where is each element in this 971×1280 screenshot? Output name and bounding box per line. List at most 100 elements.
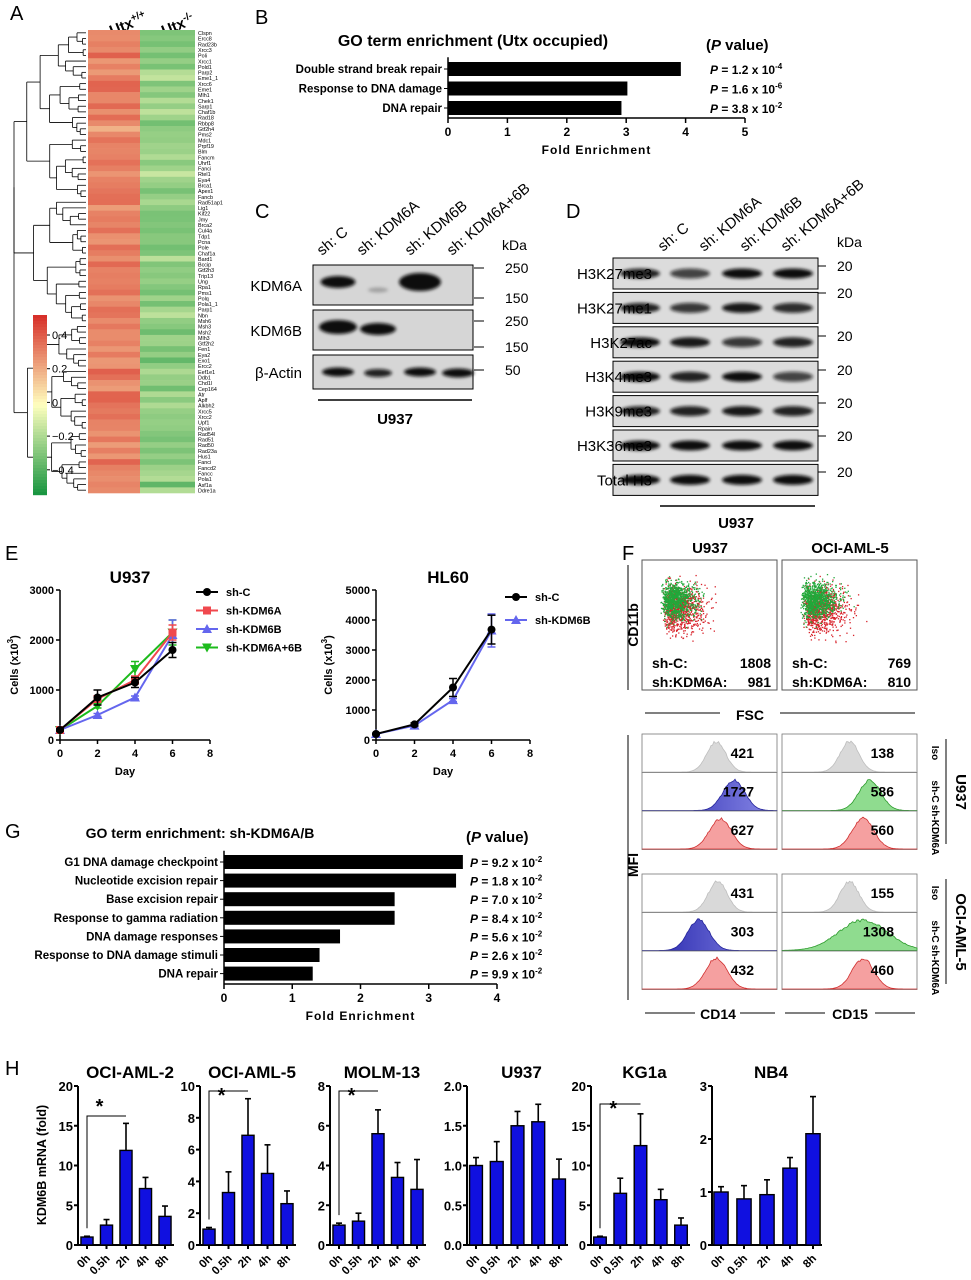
dot-red [815,623,818,626]
dot-green [680,610,682,612]
y-tick-label: 3 [700,1079,707,1094]
heatmap-cell [140,295,195,302]
dot-green [683,587,686,590]
dot-green [821,580,824,582]
heatmap-cell [88,351,140,358]
dot-green [816,597,818,599]
dot-green [682,597,684,599]
dot-red [810,621,812,624]
y-axis-label: Cells (x103) [320,635,335,695]
dot-green [669,616,671,618]
dot-red [685,622,687,624]
dot-green [661,607,663,610]
dot-red [850,597,852,600]
dot-red [824,639,827,641]
blot-band [722,406,762,417]
dot-red [683,606,685,608]
dot-green [665,581,668,583]
dot-green [823,605,825,608]
dot-red [701,608,704,611]
dot-green [815,614,817,616]
kda-label: 150 [505,290,529,306]
dot-green [827,599,830,601]
dot-green [695,600,697,603]
panel-label-B: B [255,7,268,29]
dot-green [674,594,677,596]
dot-red [694,620,697,622]
dot-green [812,589,814,591]
dot-green [662,604,665,607]
gene-label: Fanci [198,460,211,466]
dot-green [676,596,679,598]
bar [138,1187,153,1246]
dot-green [685,593,688,595]
dot-red [691,614,693,616]
bar [736,1198,752,1246]
dot-green [666,607,669,610]
dot-green [808,589,810,592]
x-tick-label: 2 [357,991,364,1005]
dot-green [665,593,668,596]
heatmap-cell [140,154,195,161]
dot-red [835,640,837,642]
colorbar-step [33,477,47,481]
dot-legend-label: sh:KDM6A: [792,674,867,690]
dot-green [666,588,668,590]
dot-red [667,577,669,579]
heatmap-cell [140,97,195,104]
dot-green [698,606,701,608]
dot-red [675,629,678,631]
dot-red [805,585,808,587]
heatmap-cell [140,210,195,217]
dot-green [808,607,811,609]
significance-star: * [96,1096,104,1118]
blot-band [773,406,813,417]
dot-red [688,616,690,618]
dot-green [830,594,832,597]
dot-red [673,625,675,628]
dot-green [686,594,688,596]
dot-red [687,587,689,590]
dot-green [853,606,855,608]
dot-green [806,589,809,591]
dot-green [817,583,819,585]
gene-label: Upf1 [198,421,209,427]
dot-red [684,610,686,612]
dot-red [808,623,810,625]
dot-red [805,603,807,605]
dot-red [676,623,678,625]
dot-green [671,606,673,609]
dot-green [821,592,823,594]
dot-red [840,611,842,613]
colorbar-step [33,411,47,415]
gene-label: Msh3 [198,325,211,331]
dot-green [674,597,677,599]
x-tick-label: 4 [132,748,139,760]
dot-red [835,608,837,610]
blot-band [399,273,441,291]
heatmap-cell [140,255,195,262]
dot-red [686,600,688,602]
heatmap-cell [88,193,140,200]
dot-green [682,613,684,616]
gene-label: Jmy [198,217,208,223]
dot-green [833,607,835,609]
dot-green [809,616,811,619]
dot-red [690,632,693,634]
heatmap-cell [140,63,195,70]
dot-green [680,597,682,599]
dot-red [673,617,675,619]
blot-band [670,440,710,451]
dot-red [699,623,701,625]
dot-green [812,610,815,612]
dot-green [828,591,830,594]
mfi-value: 460 [871,962,895,978]
dot-green [674,587,676,589]
bar [224,855,463,869]
dot-red [695,596,698,598]
dot-green [825,590,827,592]
dot-red [807,621,809,623]
dot-green [675,588,677,590]
